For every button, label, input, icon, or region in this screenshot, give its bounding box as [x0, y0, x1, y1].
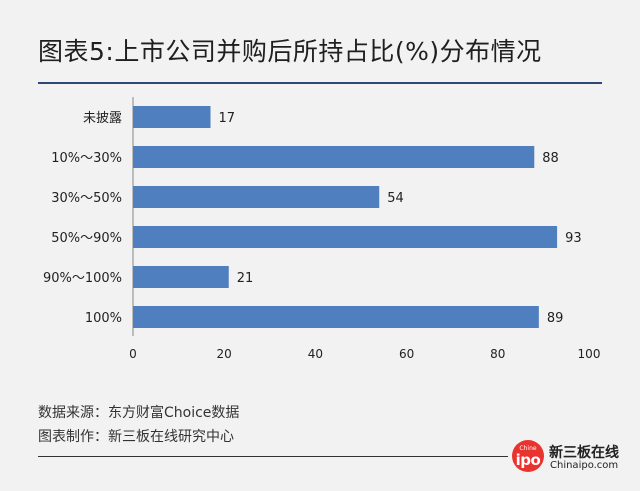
chart-title: 图表5:上市公司并购后所持占比(%)分布情况 [38, 37, 542, 66]
category-label: 90%～100% [43, 271, 122, 286]
x-tick-label: 100 [578, 347, 601, 361]
logo-badge-big: ipo [515, 451, 541, 469]
chinaipo-logo: Chine ipo 新三板在线 Chinaipo.com [512, 440, 622, 474]
chart-author-text: 图表制作：新三板在线研究中心 [38, 429, 234, 445]
bar-chart: 未披露 17 10%～30% 88 30%～50% 54 50%～90% 93 90%～100%… [43, 97, 601, 361]
data-label: 88 [542, 151, 559, 166]
category-label: 50%～90% [51, 231, 122, 246]
logo-cn-text: 新三板在线 [549, 445, 619, 461]
data-source-text: 数据来源：东方财富Choice数据 [38, 405, 240, 421]
data-label: 21 [237, 271, 254, 286]
ipo-badge-icon: Chine ipo [512, 440, 544, 472]
bar [133, 306, 539, 328]
category-label: 100% [85, 311, 122, 326]
bar [133, 186, 380, 208]
bar [133, 146, 535, 168]
bar [133, 106, 211, 128]
category-label: 10%～30% [51, 151, 122, 166]
x-tick-label: 80 [490, 347, 505, 361]
bar [133, 226, 558, 248]
bar [133, 266, 229, 288]
x-tick-label: 0 [129, 347, 137, 361]
logo-badge-small: Chine [519, 445, 537, 452]
x-tick-label: 20 [217, 347, 232, 361]
title-underline [38, 82, 602, 84]
data-label: 17 [219, 111, 236, 126]
x-tick-label: 40 [308, 347, 323, 361]
data-label: 54 [387, 191, 404, 206]
category-label: 未披露 [83, 111, 122, 126]
x-tick-label: 60 [399, 347, 414, 361]
data-label: 93 [565, 231, 582, 246]
footer-divider [38, 456, 508, 457]
category-label: 30%～50% [51, 191, 122, 206]
logo-en-text: Chinaipo.com [550, 460, 619, 471]
data-label: 89 [547, 311, 564, 326]
